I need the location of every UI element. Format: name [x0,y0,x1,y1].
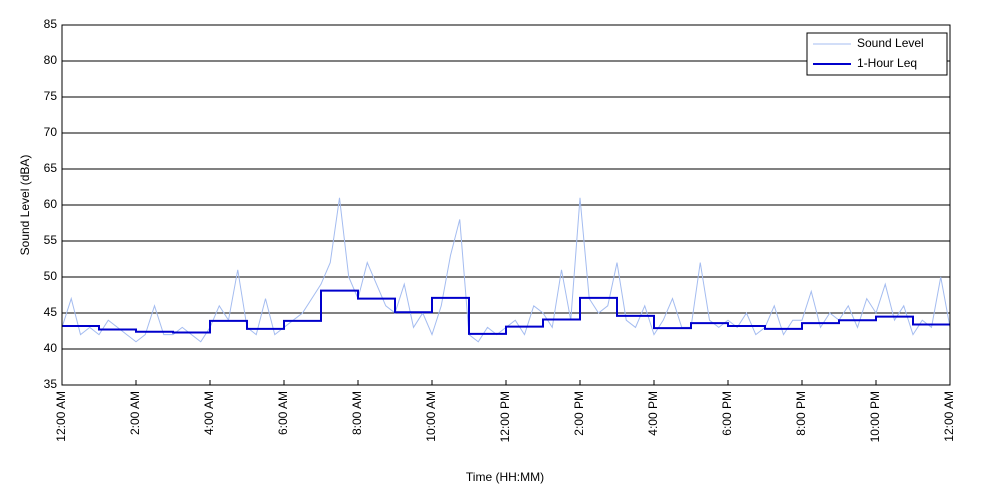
x-tick-label: 2:00 PM [572,391,586,436]
y-tick-label: 75 [44,89,58,103]
y-tick-label: 80 [44,53,58,67]
x-tick-label: 12:00 PM [498,391,512,442]
x-tick-label: 10:00 PM [868,391,882,442]
x-tick-label: 4:00 PM [646,391,660,436]
y-tick-label: 70 [44,125,58,139]
y-tick-label: 40 [44,341,58,355]
legend-label: 1-Hour Leq [857,56,917,70]
x-tick-label: 6:00 AM [276,391,290,435]
x-tick-label: 12:00 AM [54,391,68,442]
x-tick-label: 4:00 AM [202,391,216,435]
y-tick-label: 45 [44,305,58,319]
x-tick-label: 12:00 AM [942,391,956,442]
x-tick-label: 8:00 AM [350,391,364,435]
x-axis-label: Time (HH:MM) [466,470,544,484]
y-tick-label: 55 [44,233,58,247]
y-tick-label: 85 [44,17,58,31]
y-axis-label: Sound Level (dBA) [18,155,32,256]
x-tick-label: 6:00 PM [720,391,734,436]
y-tick-label: 60 [44,197,58,211]
x-tick-label: 8:00 PM [794,391,808,436]
y-tick-label: 35 [44,377,58,391]
series-line [62,289,950,335]
y-tick-label: 65 [44,161,58,175]
x-tick-label: 2:00 AM [128,391,142,435]
x-tick-label: 10:00 AM [424,391,438,442]
legend-box [806,32,948,76]
plot-frame [61,24,951,386]
legend-label: Sound Level [857,36,924,50]
y-tick-label: 50 [44,269,58,283]
